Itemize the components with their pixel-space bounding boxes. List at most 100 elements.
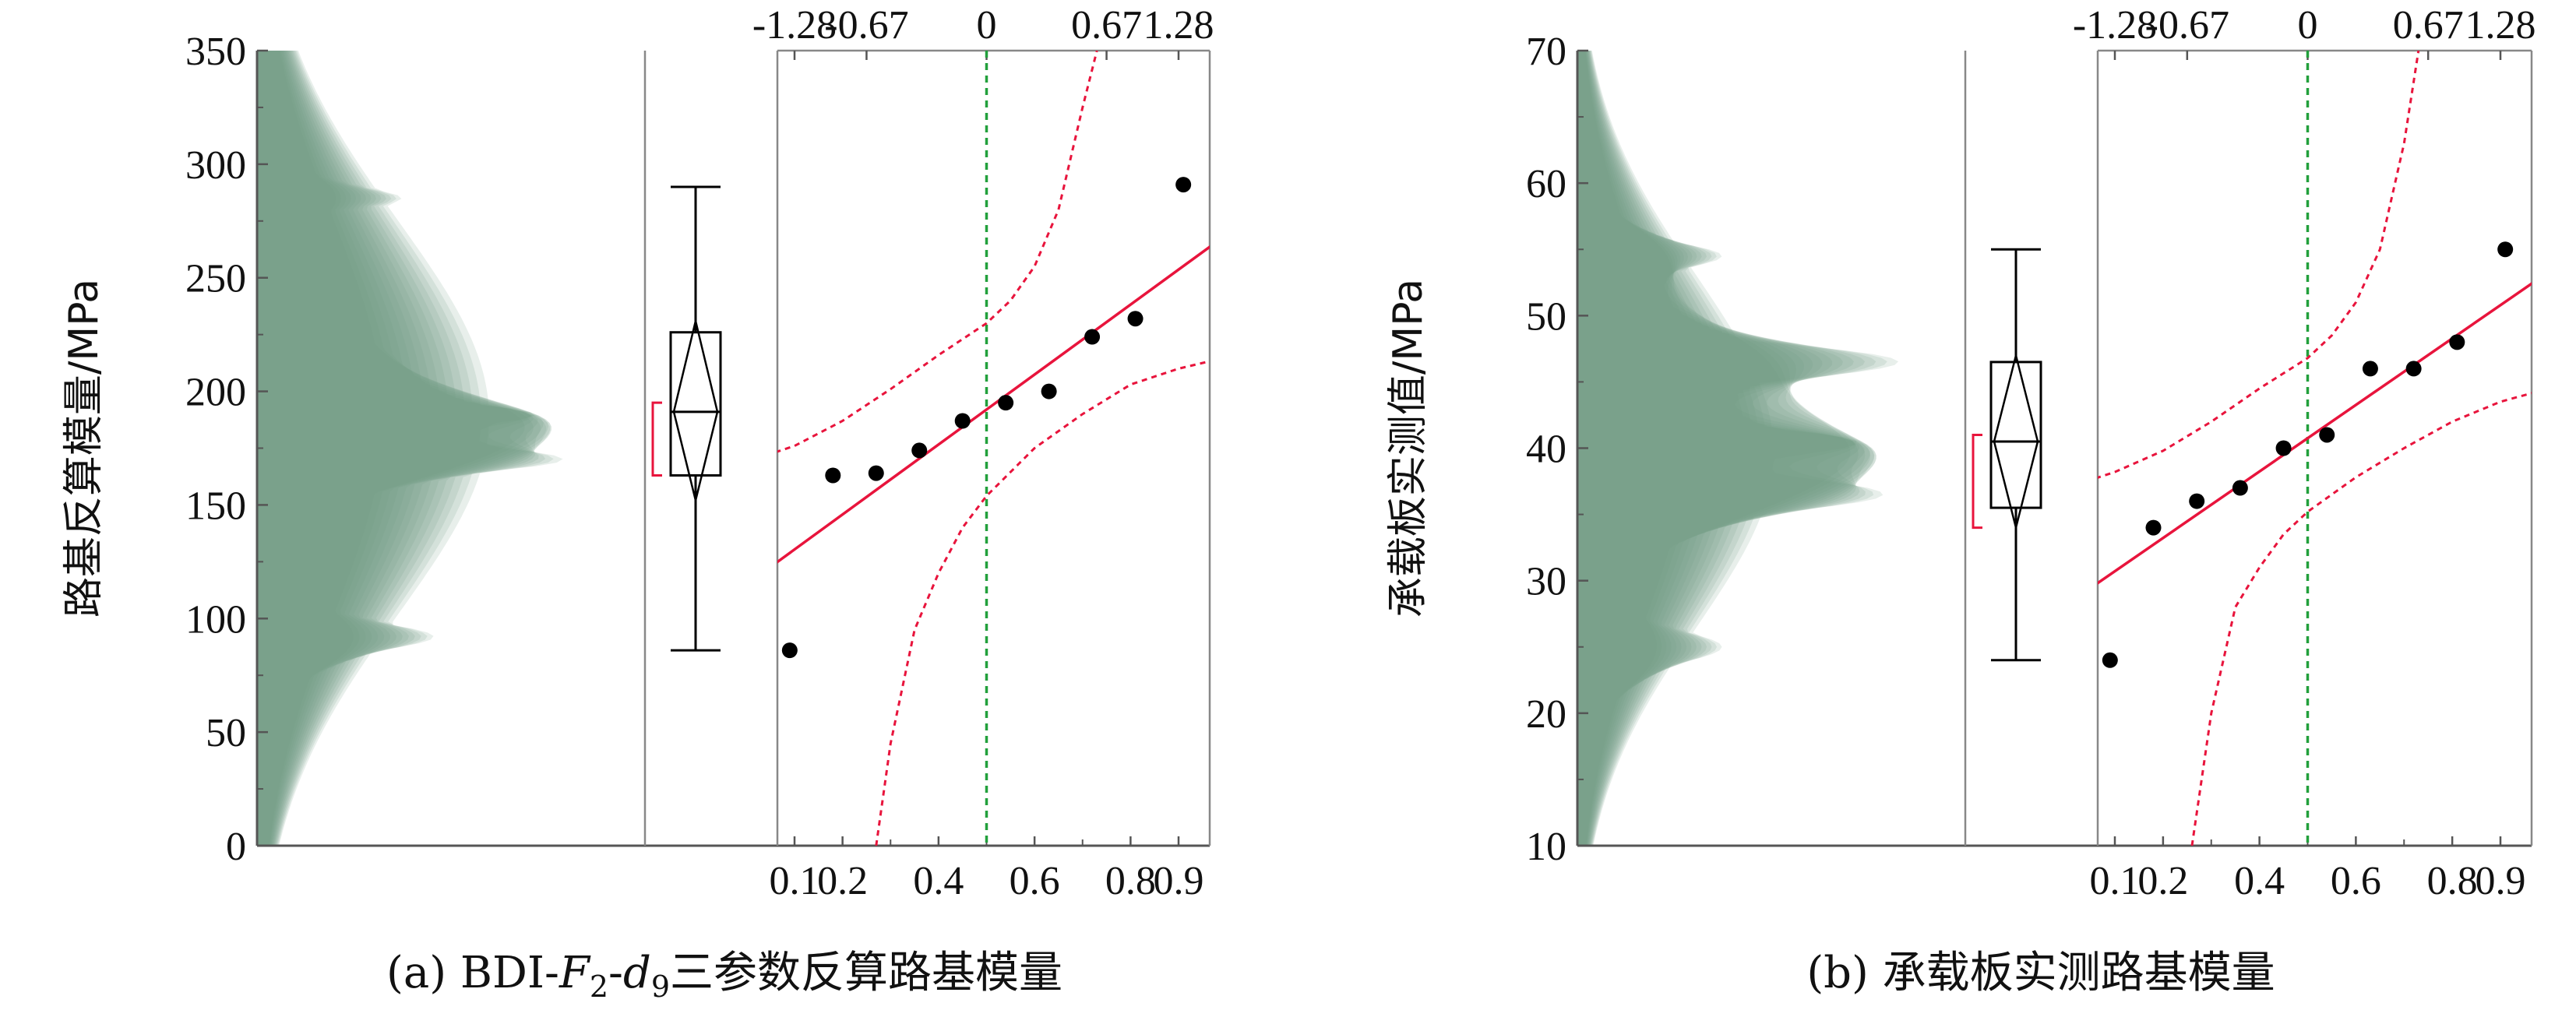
density-layer bbox=[1577, 51, 1851, 846]
box-iqr bbox=[669, 331, 722, 477]
y-tick-label: 20 bbox=[1526, 692, 1566, 737]
caption: (b) 承载板实测路基模量 bbox=[1806, 948, 2275, 998]
data-point bbox=[2145, 519, 2162, 536]
y-tick-label: 150 bbox=[185, 484, 246, 528]
confidence-bands bbox=[2098, 51, 2532, 846]
prob-tick-label: 0.1 bbox=[2090, 859, 2141, 903]
panel-a: 0 50 100 150 200 250 300 350 路基反算模量/MPa 0.10.2 0.4… bbox=[61, 3, 1214, 1004]
box-iqr bbox=[1989, 361, 2042, 509]
caption-sub-2: 2 bbox=[590, 970, 608, 1004]
y-tick-label: 50 bbox=[206, 711, 246, 755]
quantile-tick-label: 1.28 bbox=[1144, 3, 1214, 48]
y-axis-label: 路基反算模量/MPa bbox=[61, 279, 107, 618]
density-layer bbox=[1577, 51, 1887, 846]
density-layer bbox=[1577, 51, 1876, 846]
prob-tick-label: 0.9 bbox=[2476, 859, 2526, 903]
prob-tick-label: 0.2 bbox=[2137, 859, 2188, 903]
y-tick-label: 250 bbox=[185, 257, 246, 301]
prob-tick-label: 0.8 bbox=[2427, 859, 2478, 903]
density-layer bbox=[257, 51, 525, 846]
quantile-tick-label: 0.67 bbox=[2393, 3, 2464, 48]
density-layer bbox=[257, 51, 563, 846]
quantile-tick-label: -0.67 bbox=[824, 3, 908, 48]
density-layer bbox=[257, 51, 552, 846]
caption-suffix: 承载板实测路基模量 bbox=[1883, 948, 2275, 998]
density-layer bbox=[257, 51, 548, 846]
y-tick-label: 60 bbox=[1526, 162, 1566, 206]
fit-line bbox=[777, 245, 1210, 564]
density-layer bbox=[257, 51, 544, 846]
y-tick-label: 50 bbox=[1526, 294, 1566, 339]
data-point bbox=[1041, 383, 1057, 399]
prob-tick-label: 0.1 bbox=[770, 859, 820, 903]
quantile-tick-label: 0 bbox=[2298, 3, 2318, 48]
caption-sub-9: 9 bbox=[651, 970, 670, 1004]
data-point bbox=[998, 395, 1014, 411]
density-layer bbox=[1577, 51, 1866, 846]
data-point bbox=[2449, 334, 2465, 350]
data-point bbox=[2319, 427, 2335, 443]
data-point bbox=[1175, 177, 1192, 193]
density-layer bbox=[1577, 51, 1859, 846]
caption-var-f: F bbox=[559, 948, 591, 998]
density-plot bbox=[257, 51, 563, 846]
y-tick-label: 350 bbox=[185, 30, 246, 74]
y-tick-label: 300 bbox=[185, 143, 246, 188]
prob-tick-label: 0.9 bbox=[1154, 859, 1204, 903]
data-point bbox=[2232, 480, 2248, 496]
density-plot bbox=[1577, 51, 1899, 846]
data-point bbox=[2102, 652, 2118, 668]
y-axis-label: 承载板实测值/MPa bbox=[1385, 279, 1432, 618]
confidence-bands bbox=[777, 51, 1210, 846]
data-point bbox=[2189, 493, 2205, 509]
prob-tick-label: 0.8 bbox=[1105, 859, 1156, 903]
y-tick-label: 30 bbox=[1526, 560, 1566, 604]
data-point bbox=[825, 467, 841, 484]
median-ci-bracket bbox=[1972, 433, 1982, 530]
data-point bbox=[2405, 361, 2422, 377]
y-tick-label: 70 bbox=[1526, 30, 1566, 74]
upper-confidence-band bbox=[777, 51, 1098, 453]
y-tick-label: 200 bbox=[185, 371, 246, 415]
density-layer bbox=[1577, 51, 1876, 846]
caption-prefix: (b) bbox=[1806, 948, 1882, 998]
density-layer bbox=[1577, 51, 1874, 846]
caption-suffix: 三参数反算路基模量 bbox=[670, 948, 1062, 998]
box-mean-diamond bbox=[1993, 355, 2039, 528]
data-point bbox=[1127, 311, 1144, 327]
y-tick-label: 0 bbox=[226, 825, 246, 869]
density-layer bbox=[1577, 51, 1899, 846]
prob-tick-label: 0.4 bbox=[913, 859, 964, 903]
caption-dash: - bbox=[608, 948, 623, 998]
caption-prefix: (a) BDI- bbox=[386, 948, 559, 998]
density-layer bbox=[257, 51, 534, 846]
data-point bbox=[954, 413, 971, 429]
data-point bbox=[2275, 440, 2292, 456]
data-point bbox=[868, 465, 884, 481]
quantile-tick-label: -1.28 bbox=[2073, 3, 2157, 48]
lower-confidence-band bbox=[875, 360, 1210, 846]
y-tick-label: 100 bbox=[185, 597, 246, 642]
quantile-tick-label: 0.67 bbox=[1071, 3, 1142, 48]
data-point bbox=[2497, 241, 2514, 258]
density-layer bbox=[1577, 51, 1866, 846]
caption: (a) BDI-F2-d9三参数反算路基模量 bbox=[386, 948, 1062, 1004]
quantile-tick-label: -1.28 bbox=[752, 3, 837, 48]
density-layer bbox=[1577, 51, 1865, 846]
data-point bbox=[1084, 329, 1101, 345]
median-ci-bracket bbox=[651, 401, 662, 477]
density-layer bbox=[257, 51, 539, 846]
data-point bbox=[2362, 361, 2378, 377]
density-layer bbox=[257, 51, 554, 846]
prob-tick-label: 0.4 bbox=[2234, 859, 2285, 903]
quantile-tick-label: -0.67 bbox=[2145, 3, 2229, 48]
y-tick-label: 40 bbox=[1526, 428, 1566, 472]
quantile-tick-label: 0 bbox=[977, 3, 997, 48]
prob-tick-label: 0.2 bbox=[817, 859, 868, 903]
data-point bbox=[911, 442, 928, 459]
upper-confidence-band bbox=[2098, 51, 2420, 479]
data-point bbox=[781, 642, 798, 659]
fit-line bbox=[2098, 282, 2532, 585]
prob-tick-label: 0.6 bbox=[1010, 859, 1060, 903]
